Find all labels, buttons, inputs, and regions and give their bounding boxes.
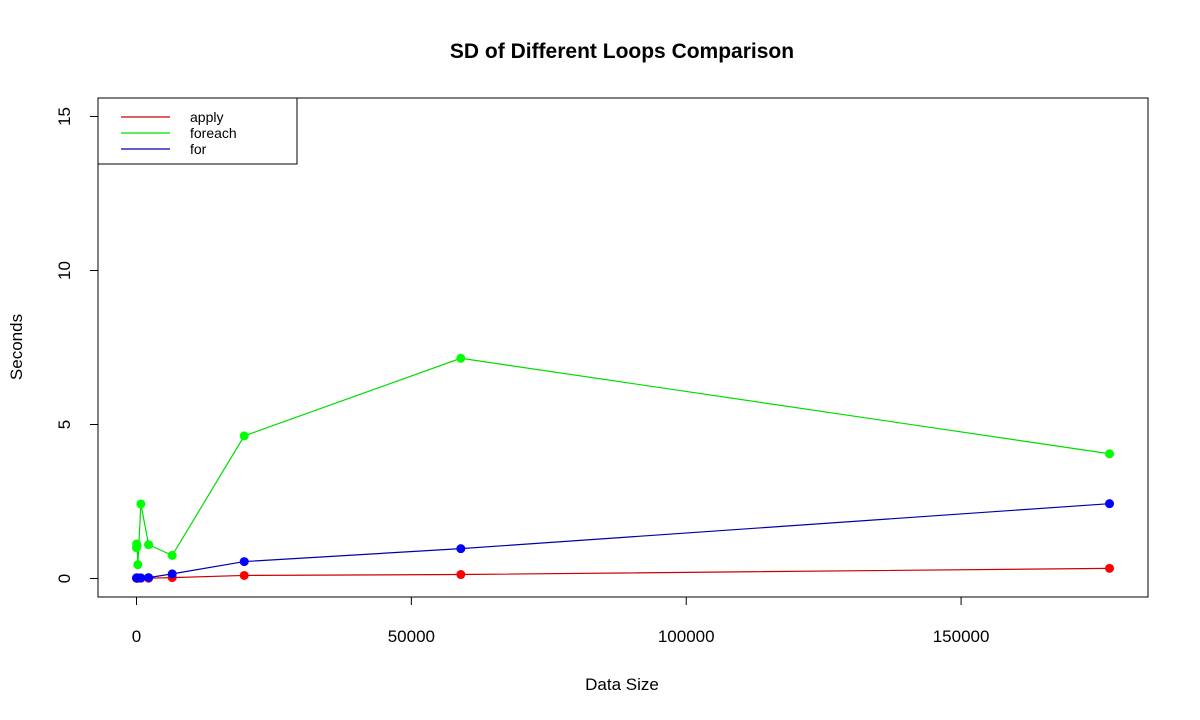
data-point-foreach [167, 550, 177, 560]
data-point-apply [239, 570, 249, 580]
legend-label-apply: apply [190, 109, 223, 125]
data-point-for [136, 573, 146, 583]
plot-frame [97, 97, 1149, 598]
data-point-foreach [133, 560, 143, 570]
x-tick-label: 150000 [933, 627, 990, 646]
chart-title: SD of Different Loops Comparison [450, 40, 794, 63]
x-tick-label: 100000 [658, 627, 715, 646]
y-tick-label: 10 [55, 261, 74, 280]
series-layer [132, 353, 1115, 583]
y-axis: 0 5 10 15 [55, 107, 99, 583]
y-tick-label: 15 [55, 107, 74, 126]
series-foreach [132, 353, 1115, 570]
y-tick-label: 0 [55, 574, 74, 583]
data-point-for [456, 544, 466, 554]
legend-label-foreach: foreach [190, 125, 237, 141]
data-point-apply [456, 570, 466, 580]
series-for [132, 499, 1115, 583]
data-point-for [167, 569, 177, 579]
data-point-foreach [144, 540, 154, 550]
y-axis-label: Seconds [7, 314, 26, 380]
data-point-apply [1105, 563, 1115, 573]
series-line-apply [136, 567, 1110, 579]
x-tick-label: 0 [132, 627, 141, 646]
data-point-foreach [132, 541, 142, 551]
x-tick-label: 50000 [388, 627, 435, 646]
data-point-for [239, 557, 249, 567]
data-point-foreach [239, 431, 249, 441]
data-point-foreach [1105, 449, 1115, 459]
x-axis: 0 50000 100000 150000 [132, 596, 990, 646]
series-apply [132, 563, 1115, 583]
series-line-for [136, 503, 1110, 579]
legend-label-for: for [190, 141, 207, 157]
x-axis-label: Data Size [585, 675, 659, 694]
data-point-foreach [456, 353, 466, 363]
y-tick-label: 5 [55, 420, 74, 429]
data-point-for [1105, 499, 1115, 509]
series-line-foreach [135, 357, 1110, 565]
data-point-foreach [136, 499, 146, 509]
legend-box [97, 97, 298, 165]
data-point-for [144, 573, 154, 583]
